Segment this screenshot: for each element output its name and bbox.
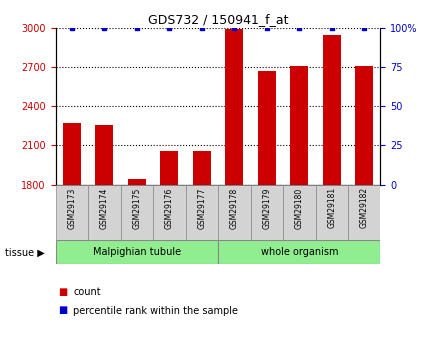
Title: GDS732 / 150941_f_at: GDS732 / 150941_f_at <box>148 13 288 27</box>
Point <box>295 25 303 30</box>
Point <box>328 25 336 30</box>
Text: GSM29178: GSM29178 <box>230 187 239 229</box>
Bar <box>56 240 218 264</box>
Bar <box>290 66 308 185</box>
Text: tissue ▶: tissue ▶ <box>5 248 45 257</box>
Text: GSM29174: GSM29174 <box>100 187 109 229</box>
Text: GSM29181: GSM29181 <box>327 187 336 228</box>
Bar <box>355 66 373 185</box>
Text: GSM29180: GSM29180 <box>295 187 304 229</box>
Bar <box>128 179 146 185</box>
Bar <box>323 36 341 185</box>
Bar <box>88 185 121 240</box>
Text: GSM29182: GSM29182 <box>360 187 369 228</box>
Point <box>101 25 108 30</box>
Text: percentile rank within the sample: percentile rank within the sample <box>73 306 239 315</box>
Point <box>198 25 206 30</box>
Text: count: count <box>73 287 101 296</box>
Bar <box>251 185 283 240</box>
Text: ■: ■ <box>58 287 67 296</box>
Point <box>263 25 271 30</box>
Bar <box>121 185 153 240</box>
Text: Malpighian tubule: Malpighian tubule <box>93 247 181 257</box>
Bar <box>225 29 243 185</box>
Point <box>361 25 368 30</box>
Bar <box>153 185 186 240</box>
Text: GSM29176: GSM29176 <box>165 187 174 229</box>
Bar <box>193 150 211 185</box>
Bar <box>258 71 276 185</box>
Bar <box>186 185 218 240</box>
Bar <box>218 185 251 240</box>
Text: GSM29177: GSM29177 <box>197 187 206 229</box>
Point <box>166 25 173 30</box>
Text: GSM29175: GSM29175 <box>132 187 142 229</box>
Bar <box>218 240 380 264</box>
Bar <box>348 185 380 240</box>
Bar <box>63 123 81 185</box>
Point <box>69 25 76 30</box>
Point <box>231 25 238 30</box>
Bar <box>283 185 316 240</box>
Point <box>134 25 141 30</box>
Bar <box>160 150 178 185</box>
Text: GSM29173: GSM29173 <box>67 187 77 229</box>
Bar <box>316 185 348 240</box>
Text: ■: ■ <box>58 306 67 315</box>
Text: whole organism: whole organism <box>260 247 338 257</box>
Bar <box>56 185 88 240</box>
Bar <box>95 125 113 185</box>
Text: GSM29179: GSM29179 <box>262 187 271 229</box>
